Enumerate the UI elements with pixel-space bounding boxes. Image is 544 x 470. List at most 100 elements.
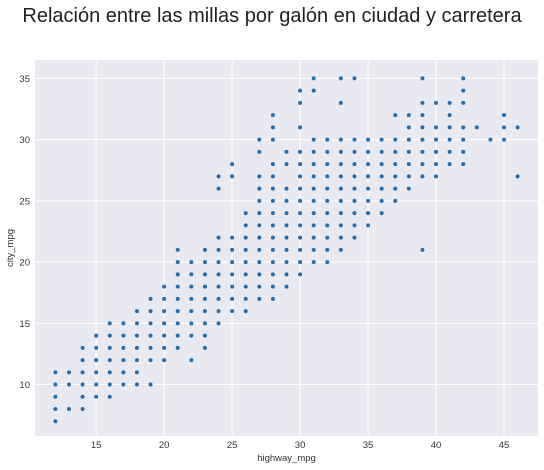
data-point [66, 382, 71, 387]
data-point [325, 162, 330, 167]
data-point [406, 186, 411, 191]
data-point [230, 309, 235, 314]
data-point [189, 358, 194, 363]
data-point [352, 76, 357, 81]
data-point [216, 235, 221, 240]
data-point [461, 76, 466, 81]
data-point [379, 137, 384, 142]
grid-lines [35, 60, 538, 436]
data-point [311, 162, 316, 167]
data-point [420, 113, 425, 118]
data-point [352, 162, 357, 167]
data-point [257, 235, 262, 240]
data-point [338, 137, 343, 142]
data-point [420, 76, 425, 81]
data-point [447, 125, 452, 130]
data-point [338, 247, 343, 252]
data-point [393, 174, 398, 179]
data-point [216, 174, 221, 179]
y-tick-label: 10 [19, 380, 30, 391]
data-point [393, 149, 398, 154]
data-point [311, 186, 316, 191]
data-point [366, 162, 371, 167]
data-point [298, 100, 303, 105]
y-tick-label: 35 [19, 74, 30, 85]
x-tick-label: 15 [91, 440, 102, 451]
data-point [202, 333, 207, 338]
data-point [107, 333, 112, 338]
data-point [162, 345, 167, 350]
data-point [447, 113, 452, 118]
data-point [434, 162, 439, 167]
data-point [216, 272, 221, 277]
data-point [270, 198, 275, 203]
data-point [284, 272, 289, 277]
data-point [270, 247, 275, 252]
data-point [162, 321, 167, 326]
data-point [270, 223, 275, 228]
data-point [230, 284, 235, 289]
data-point [447, 137, 452, 142]
data-point [270, 211, 275, 216]
data-point [230, 296, 235, 301]
data-point [298, 162, 303, 167]
data-point [202, 284, 207, 289]
data-point [325, 247, 330, 252]
data-point [202, 260, 207, 265]
data-point [230, 272, 235, 277]
data-point [202, 247, 207, 252]
data-point [366, 198, 371, 203]
x-tick-label: 45 [499, 440, 510, 451]
data-point [298, 149, 303, 154]
data-point [311, 88, 316, 93]
data-point [94, 370, 99, 375]
data-point [230, 260, 235, 265]
data-point [325, 235, 330, 240]
data-point [298, 88, 303, 93]
data-point [230, 235, 235, 240]
data-point [420, 149, 425, 154]
data-point [298, 174, 303, 179]
data-point [148, 296, 153, 301]
data-point [243, 272, 248, 277]
data-point [80, 370, 85, 375]
data-point [298, 260, 303, 265]
data-point [66, 407, 71, 412]
data-point [366, 186, 371, 191]
data-point [298, 272, 303, 277]
data-point [121, 370, 126, 375]
data-point [298, 125, 303, 130]
x-tick-label: 30 [295, 440, 306, 451]
data-point [447, 149, 452, 154]
data-point [325, 198, 330, 203]
data-point [134, 333, 139, 338]
data-point [216, 309, 221, 314]
data-point [338, 198, 343, 203]
data-point [338, 100, 343, 105]
data-point [270, 174, 275, 179]
x-tick-label: 20 [159, 440, 170, 451]
data-point [107, 370, 112, 375]
data-point [270, 162, 275, 167]
data-point [352, 174, 357, 179]
data-point [434, 125, 439, 130]
data-point [257, 174, 262, 179]
data-point [94, 345, 99, 350]
y-tick-label: 30 [19, 135, 30, 146]
data-point [148, 321, 153, 326]
data-point [148, 309, 153, 314]
data-point [325, 186, 330, 191]
data-point [284, 223, 289, 228]
data-point [406, 149, 411, 154]
data-point [80, 345, 85, 350]
data-point [352, 198, 357, 203]
data-point [352, 211, 357, 216]
data-point [243, 284, 248, 289]
data-point [189, 333, 194, 338]
data-point [270, 137, 275, 142]
y-tick-labels: 10 15 20 25 30 35 [19, 74, 30, 391]
data-point [352, 235, 357, 240]
data-point [162, 284, 167, 289]
data-point [420, 174, 425, 179]
data-point [338, 186, 343, 191]
